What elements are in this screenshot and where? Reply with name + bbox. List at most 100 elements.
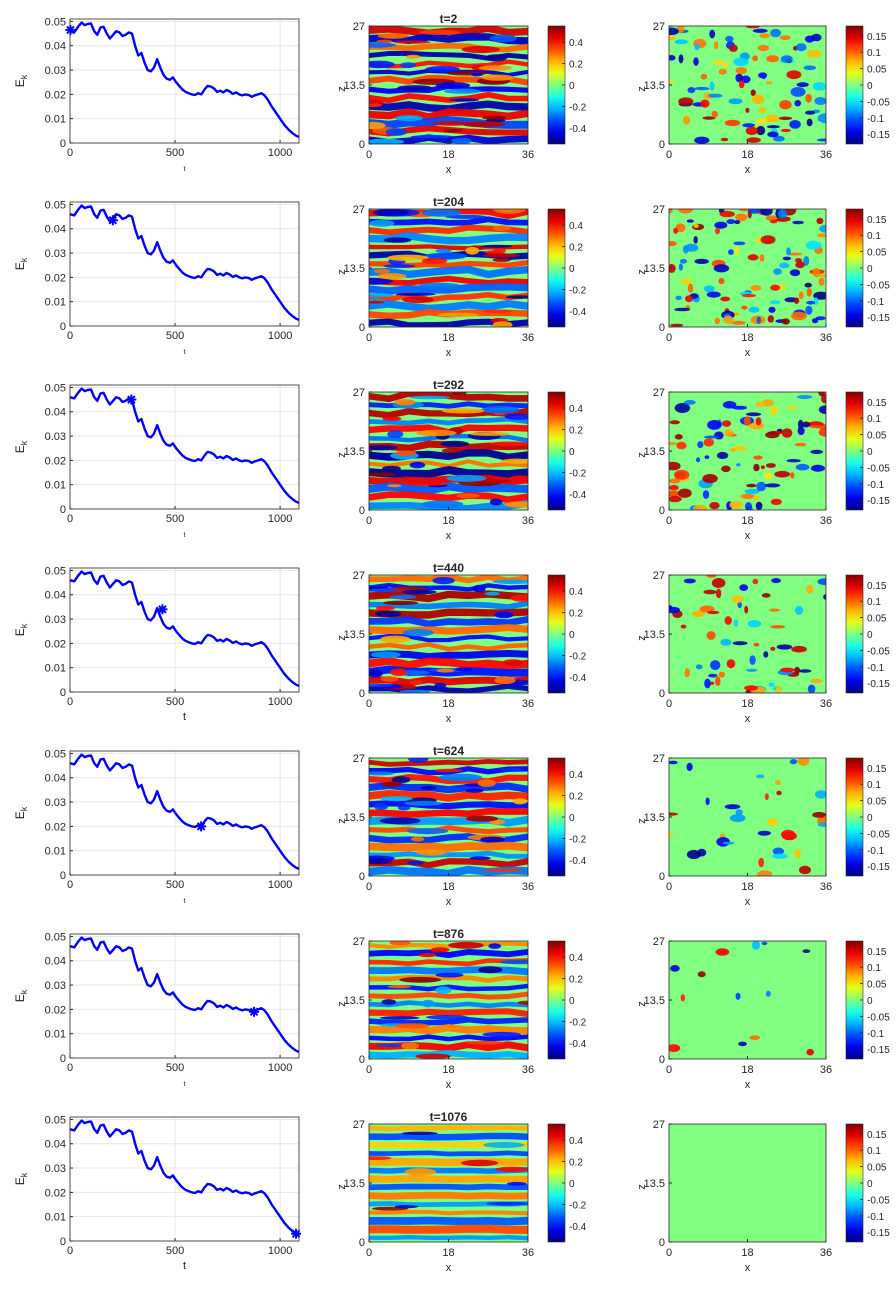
field-streak-fragment [381,999,397,1005]
field-heatmap [669,26,826,144]
field-blob [780,667,795,673]
field-blob [815,316,826,321]
field-blob [669,27,679,36]
field-streak-fragment [440,440,470,447]
field-blob [802,949,811,953]
field-streak [369,642,528,652]
field-blob [724,119,741,127]
field-ytick-label: 0 [659,871,665,883]
field-blob [745,412,762,417]
energy-ylabel-base: E [13,262,27,270]
field-blob [669,420,680,425]
field-blob [805,305,813,315]
field-blob [811,318,819,324]
field-blob [765,463,776,468]
field-blob [756,774,765,779]
field-blob [807,684,816,693]
field-blob [683,578,696,584]
field-streak-fragment [435,972,464,978]
field-blob [748,306,760,313]
field-title: t=624 [433,744,464,758]
field-blob [682,115,691,125]
field-blob [669,606,680,614]
time-marker [107,215,118,226]
field-streak [369,292,528,303]
field-blob [748,209,761,214]
colorbar-tick-label: 0 [569,1179,575,1190]
field-streak-fragment [377,33,409,39]
energy-plot-area [70,568,299,692]
field-xtick-label: 18 [442,881,454,893]
energy-ytick-label: 0.03 [45,1163,66,1175]
field-blob [798,291,804,300]
field-xtick-label: 0 [666,149,672,161]
colorbar-tick-label: 0 [867,1179,873,1190]
energy-ylabel-sub: k [19,74,29,79]
field-blob [718,277,725,285]
field-ytick-label: 13.5 [644,1178,665,1190]
field-streak [369,807,528,818]
field-blob [791,645,807,653]
field-title: t=440 [433,561,464,575]
field-blob [764,483,781,488]
field-streak-fragment [481,406,521,414]
field-streak-fragment [432,121,471,126]
field-blob [738,80,745,89]
field-blob [703,285,715,293]
energy-ytick-label: 0.01 [45,480,66,492]
energy-axes-box [69,18,300,144]
field-streak [369,392,528,403]
field-blob [756,316,761,324]
energy-ylabel: Ek [13,806,29,819]
energy-ytick-label: 0.04 [45,224,66,236]
field-blob [746,137,761,143]
colorbar-tick-label: 0.4 [569,1136,583,1147]
field-blob [819,224,826,233]
field-blob [684,400,696,405]
energy-ytick-label: 0.01 [45,663,66,675]
colorbar-tick-label: 0 [569,447,575,458]
field-streak-fragment [394,1205,419,1209]
field-blob [687,283,694,293]
energy-ylabel: Ek [13,257,29,270]
energy-panel: 0 500 1000 0 0.01 0.02 0.03 0.04 0.05 Ek t [13,1114,302,1272]
field-ytick-label: 13.5 [644,446,665,458]
field-blob [755,401,766,407]
field-background [669,1124,826,1242]
field-panel-right: 0 18 36 0 13.5 27 x z 0.15 0.1 0.05 0 -0.05 -0.1 -0.15 [636,753,890,908]
field-blob [765,81,773,85]
field-streak-fragment [369,219,395,227]
field-blob [801,421,811,428]
field-blob [759,254,765,262]
field-blob [721,465,731,473]
field-streak-fragment [505,295,528,299]
field-ylabel: z [336,86,348,92]
field-blob [678,54,684,64]
field-streak-fragment [382,465,401,472]
field-streak-fragment [492,579,528,585]
energy-ytick-label: 0.01 [45,1029,66,1041]
energy-xtick-label: 500 [166,1062,184,1074]
energy-ytick-label: 0.03 [45,248,66,260]
colorbar-tick-label: 0 [569,630,575,641]
field-streak [369,91,528,104]
field-blob [675,295,682,301]
field-xlabel: x [446,1079,452,1091]
field-blob [674,307,691,312]
field-streak [369,1150,528,1157]
field-blob [818,277,825,286]
field-heatmap [369,26,528,144]
field-blob [795,463,810,471]
field-streak-fragment [472,584,486,593]
colorbar-tick-label: -0.2 [569,102,587,113]
field-streak-fragment [481,868,524,872]
field-streak-fragment [374,803,388,811]
field-streak-fragment [462,121,506,128]
field-blob [744,685,758,691]
field-streak-fragment [383,264,416,268]
field-panel-right: 0 18 36 0 13.5 27 x z 0.15 0.1 0.05 0 -0.05 -0.1 -0.15 [636,21,890,176]
field-streak [369,299,528,313]
field-streak-fragment [369,103,383,108]
field-streak [369,1175,528,1183]
field-streak [369,283,528,295]
